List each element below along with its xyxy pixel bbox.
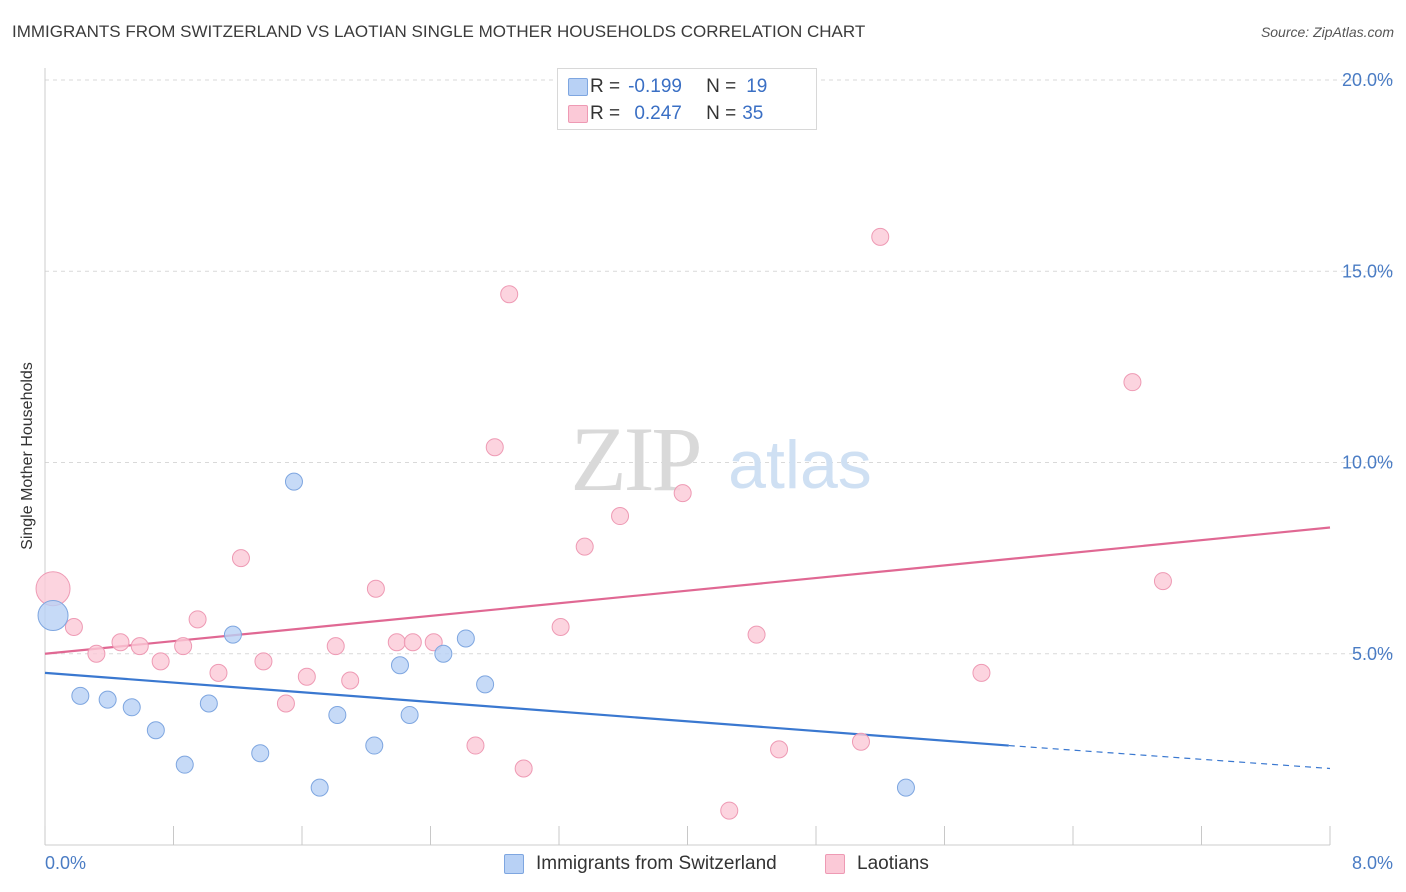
point-switzerland bbox=[251, 744, 270, 763]
point-laotians bbox=[720, 801, 739, 820]
legend-item-laotians[interactable]: Laotians bbox=[825, 853, 929, 875]
trend-line-switzerland-extension bbox=[1008, 744, 1331, 770]
point-laotians bbox=[747, 625, 766, 644]
axes bbox=[44, 68, 1331, 846]
stats-n-label: N = bbox=[706, 103, 737, 124]
y-tick-label: 10.0% bbox=[1342, 453, 1393, 473]
stats-r-label: R = bbox=[590, 76, 621, 97]
point-laotians bbox=[151, 652, 170, 671]
stats-r-label: R = bbox=[590, 103, 621, 124]
y-tick-label: 20.0% bbox=[1342, 70, 1393, 90]
point-laotians bbox=[326, 637, 345, 656]
point-laotians bbox=[87, 644, 106, 663]
legend-label-switzerland: Immigrants from Switzerland bbox=[536, 853, 777, 874]
point-laotians bbox=[851, 732, 870, 751]
zipatlas-watermark: ZIP atlas bbox=[571, 408, 872, 510]
point-laotians bbox=[514, 759, 533, 778]
point-laotians bbox=[972, 663, 991, 682]
point-laotians bbox=[575, 537, 594, 556]
point-switzerland bbox=[365, 736, 384, 755]
point-laotians bbox=[366, 579, 385, 598]
trend-line-laotians bbox=[44, 526, 1331, 655]
trend-line-switzerland bbox=[44, 671, 1009, 747]
chart-source: Source: ZipAtlas.com bbox=[1260, 24, 1394, 40]
point-laotians bbox=[424, 633, 443, 652]
point-switzerland bbox=[310, 778, 329, 797]
point-switzerland bbox=[896, 778, 915, 797]
stats-row-switzerland: R = -0.199 N = 19 bbox=[568, 75, 768, 99]
point-switzerland bbox=[456, 629, 475, 648]
chart-title: IMMIGRANTS FROM SWITZERLAND VS LAOTIAN S… bbox=[12, 22, 866, 41]
point-laotians bbox=[485, 438, 504, 457]
point-laotians bbox=[111, 633, 130, 652]
point-laotians bbox=[254, 652, 273, 671]
point-laotians bbox=[1153, 572, 1172, 591]
watermark-atlas: atlas bbox=[728, 427, 872, 503]
tick-labels: 5.0% 10.0% 15.0% 20.0% 0.0% 8.0% bbox=[45, 70, 1393, 873]
legend-swatch-switzerland bbox=[504, 854, 524, 874]
point-laotians bbox=[64, 617, 83, 636]
y-tick-label: 5.0% bbox=[1352, 644, 1393, 664]
point-switzerland bbox=[122, 698, 141, 717]
point-switzerland bbox=[328, 705, 347, 724]
legend-item-switzerland[interactable]: Immigrants from Switzerland bbox=[504, 853, 777, 875]
series-legend: Immigrants from Switzerland Laotians bbox=[0, 850, 1406, 880]
point-laotians bbox=[673, 484, 692, 503]
point-laotians bbox=[1123, 373, 1142, 392]
point-laotians bbox=[174, 637, 193, 656]
point-laotians bbox=[466, 736, 485, 755]
stats-r-value: -0.199 bbox=[628, 76, 682, 97]
point-laotians bbox=[188, 610, 207, 629]
point-switzerland bbox=[284, 472, 303, 491]
gridlines bbox=[45, 79, 1395, 655]
point-laotians bbox=[231, 549, 250, 568]
point-switzerland bbox=[199, 694, 218, 713]
stats-n-label: N = bbox=[706, 76, 737, 97]
stats-legend: R = -0.199 N = 19 R = 0.247 N = 35 bbox=[557, 68, 817, 130]
stats-r-value: 0.247 bbox=[634, 103, 682, 124]
data-points bbox=[35, 227, 1172, 820]
stats-n-value: 19 bbox=[746, 76, 768, 97]
point-switzerland bbox=[175, 755, 194, 774]
point-switzerland bbox=[146, 721, 165, 740]
point-switzerland bbox=[37, 600, 69, 631]
point-laotians bbox=[209, 663, 228, 682]
stats-row-laotians: R = 0.247 N = 35 bbox=[568, 102, 764, 126]
point-laotians bbox=[130, 637, 149, 656]
point-switzerland bbox=[390, 656, 409, 675]
point-switzerland bbox=[71, 686, 90, 705]
point-laotians bbox=[276, 694, 295, 713]
point-laotians bbox=[403, 633, 422, 652]
x-tick-label: 8.0% bbox=[1352, 853, 1393, 873]
legend-label-laotians: Laotians bbox=[857, 853, 929, 874]
point-laotians bbox=[500, 285, 519, 304]
stats-swatch-laotians bbox=[568, 105, 588, 123]
point-laotians bbox=[871, 227, 890, 246]
stats-n-value: 35 bbox=[742, 103, 764, 124]
point-switzerland bbox=[98, 690, 117, 709]
point-switzerland bbox=[476, 675, 495, 694]
trend-lines bbox=[44, 526, 1331, 770]
point-laotians bbox=[551, 617, 570, 636]
x-tick-label: 0.0% bbox=[45, 853, 86, 873]
point-switzerland bbox=[400, 705, 419, 724]
point-laotians bbox=[341, 671, 360, 690]
point-switzerland bbox=[223, 625, 242, 644]
point-laotians bbox=[297, 667, 316, 686]
point-laotians bbox=[387, 633, 406, 652]
point-laotians bbox=[611, 507, 630, 526]
legend-swatch-laotians bbox=[825, 854, 845, 874]
stats-swatch-switzerland bbox=[568, 78, 588, 96]
point-laotians bbox=[770, 740, 789, 759]
point-switzerland bbox=[434, 644, 453, 663]
y-tick-label: 15.0% bbox=[1342, 261, 1393, 281]
